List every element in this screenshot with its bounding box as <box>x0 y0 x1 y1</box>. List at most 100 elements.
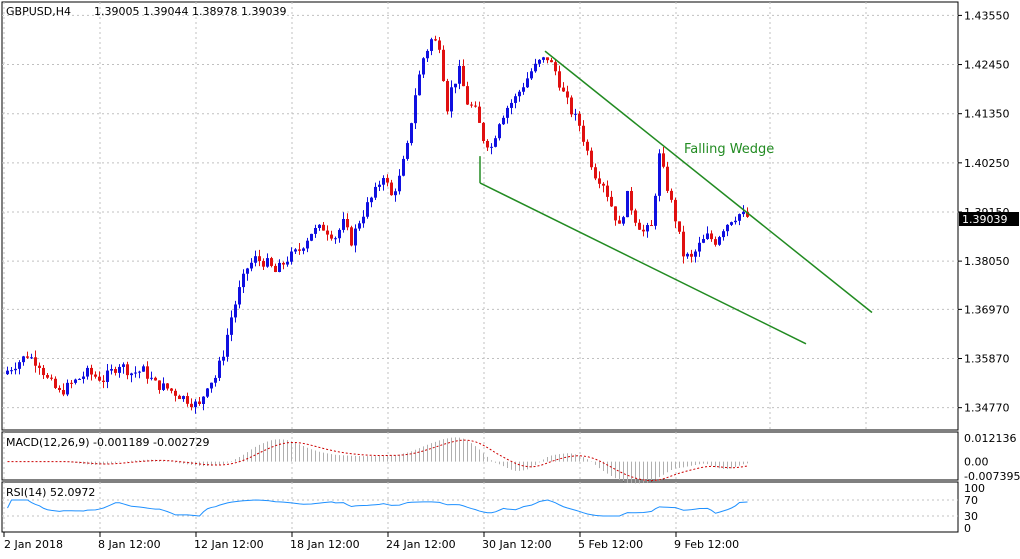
candle-body <box>602 184 605 186</box>
candle-body <box>422 58 425 74</box>
candle-body <box>290 252 293 262</box>
candle-body <box>378 185 381 187</box>
candle-body <box>534 64 537 72</box>
candle-body <box>734 221 737 222</box>
candle-body <box>582 126 585 142</box>
x-tick-label: 24 Jan 12:00 <box>386 538 456 551</box>
candle-body <box>134 373 137 374</box>
candle-body <box>314 228 317 234</box>
x-tick-label: 5 Feb 12:00 <box>578 538 643 551</box>
candle-body <box>446 81 449 111</box>
candle-body <box>50 378 53 379</box>
candle-body <box>266 258 269 267</box>
candle-body <box>258 256 261 261</box>
candle-body <box>654 196 657 226</box>
candle-body <box>298 249 301 250</box>
current-price-label: 1.39039 <box>962 213 1008 226</box>
candle-body <box>438 40 441 49</box>
candle-body <box>386 178 389 183</box>
candle-body <box>126 364 129 375</box>
candle-body <box>318 225 321 228</box>
candle-body <box>730 222 733 225</box>
candle-body <box>618 220 621 223</box>
candle-body <box>182 396 185 399</box>
candle-body <box>694 252 697 257</box>
candle-body <box>606 186 609 197</box>
candle-body <box>34 357 37 365</box>
candle-body <box>234 304 237 317</box>
candle-body <box>666 167 669 191</box>
x-tick-label: 30 Jan 12:00 <box>482 538 552 551</box>
candle-body <box>294 249 297 251</box>
candle-body <box>138 372 141 373</box>
candle-body <box>690 254 693 257</box>
candle-body <box>142 366 145 371</box>
candle-body <box>394 191 397 195</box>
candle-body <box>682 232 685 257</box>
candle-body <box>90 368 93 375</box>
candle-body <box>610 197 613 206</box>
candle-body <box>634 210 637 222</box>
candle-body <box>474 106 477 107</box>
candle-body <box>546 57 549 60</box>
candle-body <box>406 143 409 159</box>
candle-body <box>86 368 89 377</box>
candle-body <box>626 191 629 217</box>
candle-body <box>550 60 553 62</box>
candle-body <box>578 114 581 126</box>
candle-body <box>554 62 557 71</box>
candle-body <box>466 86 469 104</box>
x-tick-label: 9 Feb 12:00 <box>674 538 739 551</box>
candle-body <box>738 214 741 221</box>
candle-body <box>58 388 61 390</box>
candle-body <box>310 234 313 241</box>
candle-body <box>494 138 497 147</box>
candle-body <box>254 256 257 263</box>
candle-body <box>718 237 721 245</box>
candle-body <box>562 88 565 92</box>
candle-body <box>194 402 197 408</box>
candle-body <box>726 225 729 231</box>
candle-body <box>130 373 133 375</box>
candle-body <box>674 200 677 222</box>
candle-body <box>282 263 285 265</box>
candle-body <box>94 375 97 377</box>
x-tick-label: 12 Jan 12:00 <box>194 538 264 551</box>
candle-body <box>202 397 205 404</box>
candle-body <box>698 243 701 252</box>
candle-body <box>594 167 597 178</box>
candle-body <box>622 217 625 224</box>
candle-body <box>210 383 213 389</box>
candle-body <box>526 78 529 87</box>
candle-body <box>722 231 725 237</box>
candle-body <box>38 366 41 368</box>
candle-body <box>430 39 433 51</box>
candle-body <box>358 223 361 228</box>
candle-body <box>46 375 49 378</box>
candle-body <box>454 84 457 88</box>
candle-body <box>166 383 169 388</box>
candle-body <box>42 368 45 375</box>
candle-body <box>678 221 681 231</box>
falling-wedge-label: Falling Wedge <box>684 142 774 157</box>
candle-body <box>110 369 113 371</box>
candle-body <box>6 371 9 374</box>
candle-body <box>710 233 713 239</box>
x-tick-label: 2 Jan 2018 <box>4 538 63 551</box>
candle-body <box>306 241 309 249</box>
candle-body <box>230 317 233 334</box>
candle-body <box>414 95 417 123</box>
candle-body <box>366 202 369 217</box>
candle-body <box>570 98 573 115</box>
candle-body <box>706 233 709 239</box>
candle-body <box>598 178 601 183</box>
candle-body <box>614 206 617 220</box>
candle-body <box>630 191 633 210</box>
candle-body <box>410 123 413 143</box>
candle-body <box>658 153 661 195</box>
candle-body <box>646 225 649 231</box>
candle-body <box>742 212 745 214</box>
candle-body <box>286 262 289 265</box>
